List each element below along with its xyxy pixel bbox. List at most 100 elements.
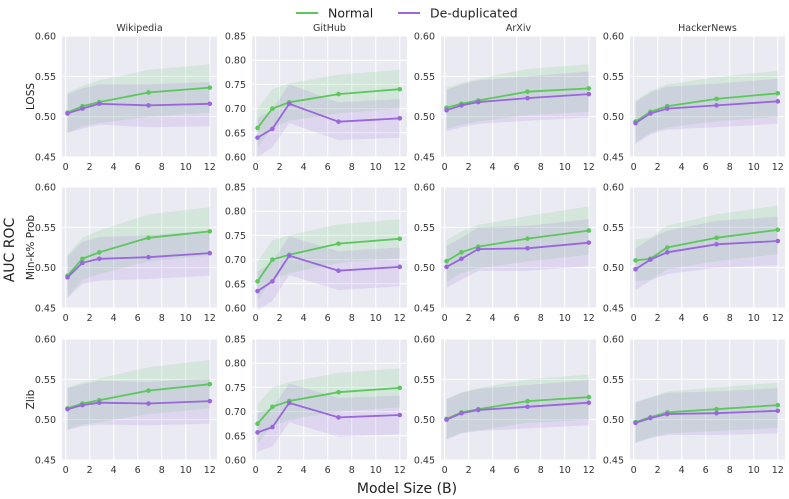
x-tick-label: 6	[135, 162, 141, 173]
x-tick-label: 6	[514, 313, 520, 324]
x-tick-label: 0	[442, 313, 448, 324]
x-tick-label: 2	[655, 313, 661, 324]
data-point-de-duplicated	[444, 107, 449, 113]
x-tick-label: 12	[204, 465, 216, 476]
panel-zlib-wikipedia: 0.45 0.50 0.55 0.60 0 2 4 6 8 10 12 Zlib	[25, 335, 217, 476]
data-point-normal	[146, 235, 151, 241]
data-point-de-duplicated	[714, 103, 719, 108]
plot-area	[62, 187, 217, 308]
y-tick-label: 0.60	[35, 183, 56, 194]
data-point-de-duplicated	[80, 106, 85, 111]
data-point-de-duplicated	[255, 135, 260, 140]
data-point-normal	[255, 421, 260, 427]
confidence-band-de-duplicated	[67, 378, 210, 431]
data-point-normal	[525, 89, 530, 94]
x-tick-label: 12	[204, 313, 216, 324]
plot-area	[630, 36, 785, 157]
confidence-band-de-duplicated	[446, 380, 589, 440]
y-tick-label: 0.55	[603, 72, 624, 83]
y-tick-label: 0.60	[225, 153, 246, 164]
data-point-normal	[775, 402, 781, 408]
y-tick-label: 0.60	[603, 32, 624, 43]
y-tick-label: 0.85	[225, 32, 246, 43]
y-tick-label: 0.50	[35, 112, 56, 123]
data-point-normal	[336, 241, 341, 246]
y-tick-label: 0.55	[603, 223, 624, 234]
y-tick-label: 0.45	[35, 304, 56, 315]
y-tick-label: 0.80	[225, 359, 246, 370]
y-tick-label: 0.55	[414, 223, 435, 234]
confidence-band-de-duplicated	[635, 78, 778, 145]
x-tick-label: 8	[727, 162, 733, 173]
x-tick-label: 0	[631, 313, 637, 324]
data-point-de-duplicated	[397, 115, 403, 121]
x-tick-label: 0	[442, 162, 448, 173]
data-point-de-duplicated	[633, 420, 638, 426]
y-tick-label: 0.55	[603, 375, 624, 386]
y-tick-label: 0.45	[603, 153, 624, 164]
plot-area	[630, 339, 785, 460]
confidence-band-de-duplicated	[635, 388, 778, 444]
x-tick-label: 8	[349, 313, 355, 324]
x-tick-label: 10	[370, 313, 382, 324]
data-point-de-duplicated	[714, 241, 719, 247]
x-tick-label: 4	[301, 465, 307, 476]
x-tick-label: 8	[727, 465, 733, 476]
data-point-normal	[207, 85, 213, 90]
confidence-band-normal	[257, 69, 400, 148]
legend: Normal De-duplicated	[296, 6, 518, 21]
data-point-de-duplicated	[459, 103, 464, 108]
y-tick-label: 0.65	[225, 431, 246, 442]
data-point-normal	[336, 91, 341, 97]
data-point-de-duplicated	[775, 238, 781, 244]
y-tick-label: 0.60	[35, 32, 56, 43]
x-tick-label: 2	[655, 465, 661, 476]
data-point-de-duplicated	[207, 101, 213, 107]
data-point-de-duplicated	[397, 264, 403, 270]
x-tick-label: 0	[631, 465, 637, 476]
y-tick-label: 0.75	[225, 231, 246, 242]
data-point-de-duplicated	[65, 406, 70, 412]
x-tick-label: 2	[277, 465, 283, 476]
x-tick-label: 8	[159, 162, 165, 173]
y-tick-label: 0.70	[225, 104, 246, 115]
x-tick-label: 8	[159, 465, 165, 476]
y-tick-label: 0.85	[225, 183, 246, 194]
panel-loss-wikipedia: 0.45 0.50 0.55 0.60 0 2 4 6 8 10 12 Wikipedia LOSS	[25, 23, 217, 173]
y-tick-label: 0.55	[35, 72, 56, 83]
data-point-normal	[80, 256, 85, 262]
x-tick-label: 4	[111, 465, 117, 476]
data-point-de-duplicated	[286, 253, 292, 259]
y-tick-label: 0.65	[225, 279, 246, 290]
data-point-de-duplicated	[475, 407, 481, 413]
x-tick-label: 8	[538, 313, 544, 324]
plot-area	[62, 339, 217, 460]
confidence-band-normal	[635, 382, 778, 443]
data-point-de-duplicated	[207, 250, 213, 256]
y-tick-label: 0.70	[225, 407, 246, 418]
panel-zlib-arxiv: 0.45 0.50 0.55 0.60 0 2 4 6 8 10 12	[414, 335, 596, 476]
data-point-de-duplicated	[664, 250, 670, 255]
data-point-normal	[586, 228, 592, 233]
x-tick-label: 2	[655, 162, 661, 173]
data-point-de-duplicated	[336, 415, 341, 420]
x-tick-label: 8	[538, 162, 544, 173]
data-point-normal	[397, 385, 403, 391]
x-tick-label: 2	[277, 162, 283, 173]
data-point-normal	[146, 90, 151, 95]
data-point-de-duplicated	[146, 103, 151, 108]
y-tick-label: 0.50	[414, 415, 435, 426]
data-point-normal	[255, 279, 260, 284]
y-tick-label: 0.85	[225, 335, 246, 346]
y-tick-label: 0.75	[225, 383, 246, 394]
panel-title-github: GitHub	[313, 23, 346, 34]
data-point-normal	[397, 86, 403, 92]
x-tick-label: 12	[394, 162, 406, 173]
plot-area	[441, 339, 596, 460]
data-point-de-duplicated	[207, 398, 213, 404]
y-tick-label: 0.55	[35, 375, 56, 386]
data-point-normal	[397, 236, 403, 242]
data-point-de-duplicated	[397, 412, 403, 418]
x-tick-label: 6	[325, 465, 331, 476]
y-tick-label: 0.60	[414, 335, 435, 346]
